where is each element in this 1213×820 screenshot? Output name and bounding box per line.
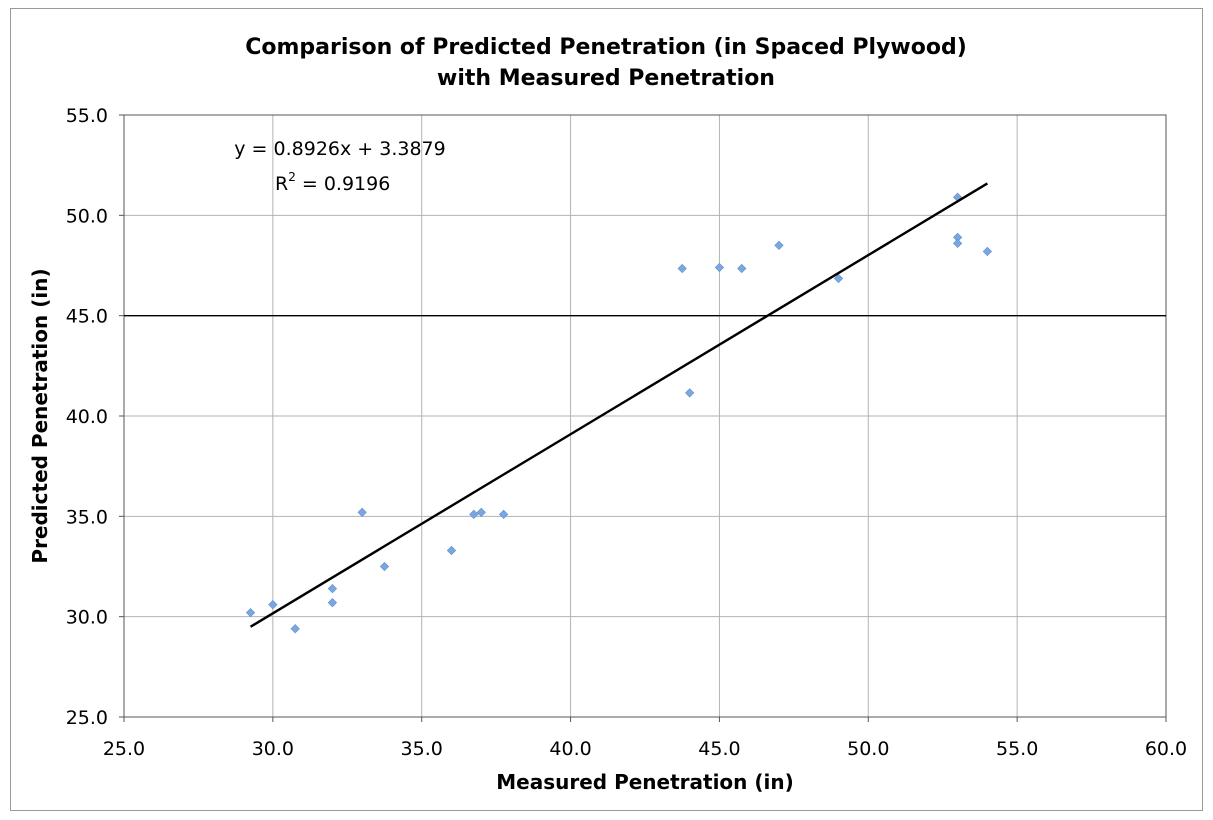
y-axis-title: Predicted Penetration (in): [28, 268, 52, 563]
data-point: [446, 545, 457, 556]
chart-title-line-2: with Measured Penetration: [437, 66, 775, 91]
x-tick-label: 25.0: [103, 738, 145, 760]
data-point: [774, 240, 784, 251]
r-squared-prefix: R: [275, 173, 288, 195]
data-points: [245, 192, 992, 634]
y-tick-label: 40.0: [66, 406, 108, 428]
data-point: [737, 263, 747, 274]
data-point: [714, 262, 725, 273]
x-tick-label: 35.0: [401, 738, 443, 760]
y-tick-label: 50.0: [66, 205, 108, 227]
trendline-equation: y = 0.8926x + 3.3879: [234, 138, 445, 160]
y-tick-label: 45.0: [66, 306, 108, 328]
y-tick-label: 55.0: [66, 105, 108, 127]
y-tick-labels: 25.0 30.0 35.0 40.0 45.0 50.0 55.0: [66, 105, 108, 729]
x-tick-label: 50.0: [847, 738, 889, 760]
data-point: [379, 561, 390, 572]
grid-lines: [119, 114, 1167, 722]
data-point: [677, 263, 687, 274]
data-point: [290, 624, 300, 634]
x-axis-title: Measured Penetration (in): [496, 770, 794, 794]
data-point: [469, 509, 479, 519]
x-tick-label: 45.0: [698, 738, 740, 760]
trendline: [249, 182, 988, 628]
r-squared-superscript: 2: [288, 170, 296, 184]
chart-title-line-1: Comparison of Predicted Penetration (in …: [245, 35, 967, 60]
data-point: [982, 246, 992, 257]
data-point: [685, 388, 695, 398]
r-squared-value: = 0.9196: [296, 173, 390, 195]
r-squared-label: R2 = 0.9196: [275, 170, 390, 195]
data-point: [952, 238, 963, 249]
data-point: [476, 507, 486, 517]
data-point: [327, 583, 338, 594]
x-tick-labels: 25.0 30.0 35.0 40.0 45.0 50.0 55.0 60.0: [103, 738, 1187, 760]
plot-area-border: [123, 114, 1167, 718]
data-point: [245, 608, 256, 618]
data-point: [268, 600, 278, 610]
x-tick-label: 30.0: [252, 738, 294, 760]
x-tick-label: 60.0: [1145, 738, 1187, 760]
x-tick-label: 55.0: [996, 738, 1038, 760]
data-point: [327, 597, 338, 608]
y-tick-label: 30.0: [66, 607, 108, 629]
data-point: [498, 509, 509, 519]
data-point: [357, 507, 367, 517]
y-tick-label: 35.0: [66, 506, 108, 528]
x-tick-label: 40.0: [549, 738, 591, 760]
data-point: [833, 273, 844, 284]
chart-frame: [10, 8, 1203, 811]
y-tick-label: 25.0: [66, 707, 108, 729]
